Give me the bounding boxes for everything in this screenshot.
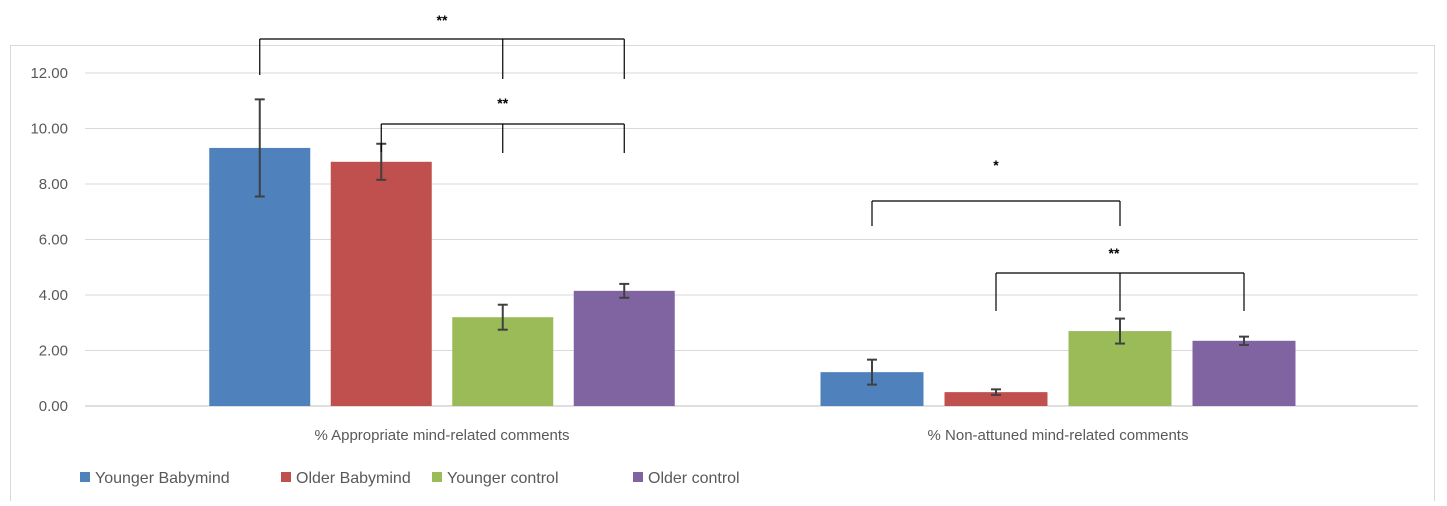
legend-swatch — [80, 472, 90, 482]
significance-label: ** — [497, 95, 508, 111]
significance-label: * — [993, 157, 999, 173]
error-bars — [254, 98, 1249, 396]
bar — [330, 161, 432, 406]
bar — [944, 392, 1048, 406]
y-tick-label: 8.00 — [39, 176, 68, 193]
y-tick-label: 12.00 — [30, 65, 68, 82]
legend-swatch — [281, 472, 291, 482]
category-label: % Appropriate mind-related comments — [314, 427, 569, 444]
y-tick-label: 4.00 — [39, 287, 68, 304]
bar — [452, 317, 554, 406]
y-tick-label: 10.00 — [30, 121, 68, 138]
y-tick-label: 6.00 — [39, 232, 68, 249]
category-label: % Non-attuned mind-related comments — [928, 427, 1189, 444]
legend-swatch — [432, 472, 442, 482]
x-axis-category-labels: % Appropriate mind-related comments % Non… — [314, 427, 1188, 444]
significance-label: ** — [437, 12, 448, 28]
legend-swatch — [633, 472, 643, 482]
legend: Younger Babymind Older Babymind Younger co… — [80, 470, 740, 487]
legend-label: Younger Babymind — [95, 470, 230, 487]
y-tick-label: 0.00 — [39, 398, 68, 415]
legend-label: Older control — [648, 470, 740, 487]
significance-label: ** — [1109, 245, 1120, 261]
bars — [209, 147, 1296, 407]
bar — [1192, 340, 1296, 406]
y-axis: 0.00 2.00 4.00 6.00 8.00 10.00 12.00 — [30, 65, 68, 415]
chart-frame — [10, 45, 1435, 501]
bar — [573, 290, 675, 406]
significance-brackets: ******* — [259, 12, 1245, 311]
y-tick-label: 2.00 — [39, 343, 68, 360]
legend-label: Older Babymind — [296, 470, 411, 487]
legend-label: Younger control — [447, 470, 559, 487]
